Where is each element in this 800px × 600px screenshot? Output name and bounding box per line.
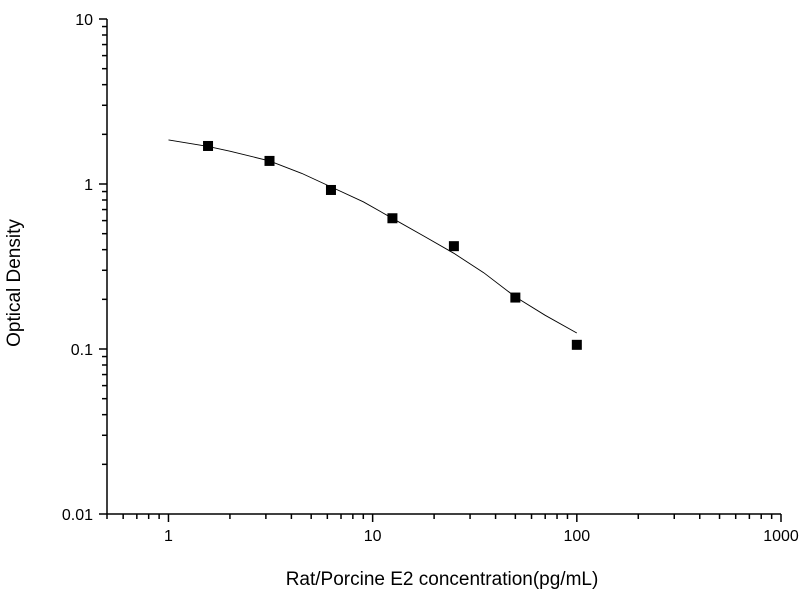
x-tick-label: 100 <box>563 528 590 545</box>
fitted-curve-layer <box>168 139 578 334</box>
data-point-marker <box>387 213 398 224</box>
y-tick-label: 0.1 <box>71 342 93 359</box>
data-point-marker <box>510 292 521 303</box>
axes: 1 10 100 1000 0.01 0.1 1 10 <box>62 12 799 545</box>
y-tick-label: 0.01 <box>62 507 93 524</box>
y-axis-title: Optical Density <box>4 219 25 347</box>
x-tick-label: 10 <box>364 528 382 545</box>
data-point-marker <box>448 241 459 252</box>
data-points-layer <box>203 140 582 350</box>
y-tick-label: 1 <box>84 177 93 194</box>
data-point-marker <box>571 339 582 350</box>
x-tick-label: 1 <box>164 528 173 545</box>
y-tick-label: 10 <box>75 12 93 29</box>
data-point-marker <box>203 140 214 151</box>
x-tick-label: 1000 <box>763 528 799 545</box>
data-point-marker <box>325 184 336 195</box>
x-axis-title: Rat/Porcine E2 concentration(pg/mL) <box>286 569 599 590</box>
data-point-marker <box>264 155 275 166</box>
fitted-curve-line <box>168 139 578 334</box>
